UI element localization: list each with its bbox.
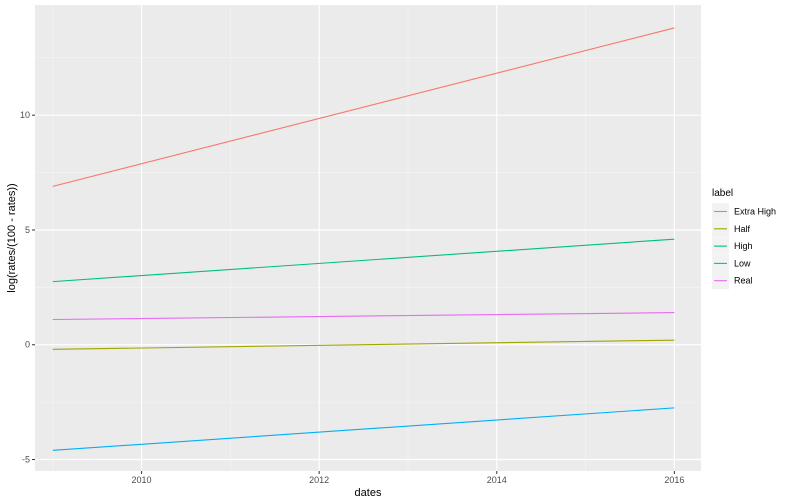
y-axis-title: log(rates/(100 - rates)) bbox=[6, 183, 18, 292]
plot-panel bbox=[35, 5, 701, 471]
x-tick-label: 2016 bbox=[664, 475, 684, 485]
x-tick-label: 2012 bbox=[309, 475, 329, 485]
series-line-low bbox=[52, 407, 675, 451]
y-tick-label: -5 bbox=[22, 455, 30, 465]
legend-title: label bbox=[712, 188, 733, 199]
legend: label Extra High Half High Low Real bbox=[712, 188, 776, 290]
legend-label-extra-high: Extra High bbox=[734, 207, 776, 217]
y-tick-label: 0 bbox=[25, 340, 30, 350]
series-line-half bbox=[52, 339, 675, 350]
series-line-high bbox=[52, 238, 675, 283]
x-tick-label: 2010 bbox=[132, 475, 152, 485]
x-tick-label: 2014 bbox=[487, 475, 507, 485]
legend-label-real: Real bbox=[734, 276, 753, 286]
y-axis: -5 0 5 10 bbox=[20, 110, 35, 465]
legend-label-half: Half bbox=[734, 224, 751, 234]
legend-label-high: High bbox=[734, 241, 753, 251]
series-line-real bbox=[52, 312, 675, 321]
series-line-extra-high bbox=[52, 27, 675, 187]
x-axis-title: dates bbox=[355, 487, 382, 499]
y-tick-label: 10 bbox=[20, 110, 30, 120]
minor-gridlines bbox=[35, 5, 701, 471]
legend-label-low: Low bbox=[734, 258, 751, 268]
y-tick-label: 5 bbox=[25, 225, 30, 235]
series-lines bbox=[52, 27, 675, 451]
legend-items: Extra High Half High Low Real bbox=[712, 203, 776, 290]
x-axis: 2010 2012 2014 2016 bbox=[132, 471, 684, 485]
